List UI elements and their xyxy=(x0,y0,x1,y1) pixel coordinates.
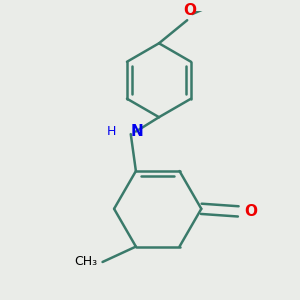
Text: O: O xyxy=(244,204,257,219)
Text: O: O xyxy=(183,3,196,18)
Text: N: N xyxy=(131,124,143,139)
Text: H: H xyxy=(107,125,116,138)
Text: CH₃: CH₃ xyxy=(74,256,98,268)
